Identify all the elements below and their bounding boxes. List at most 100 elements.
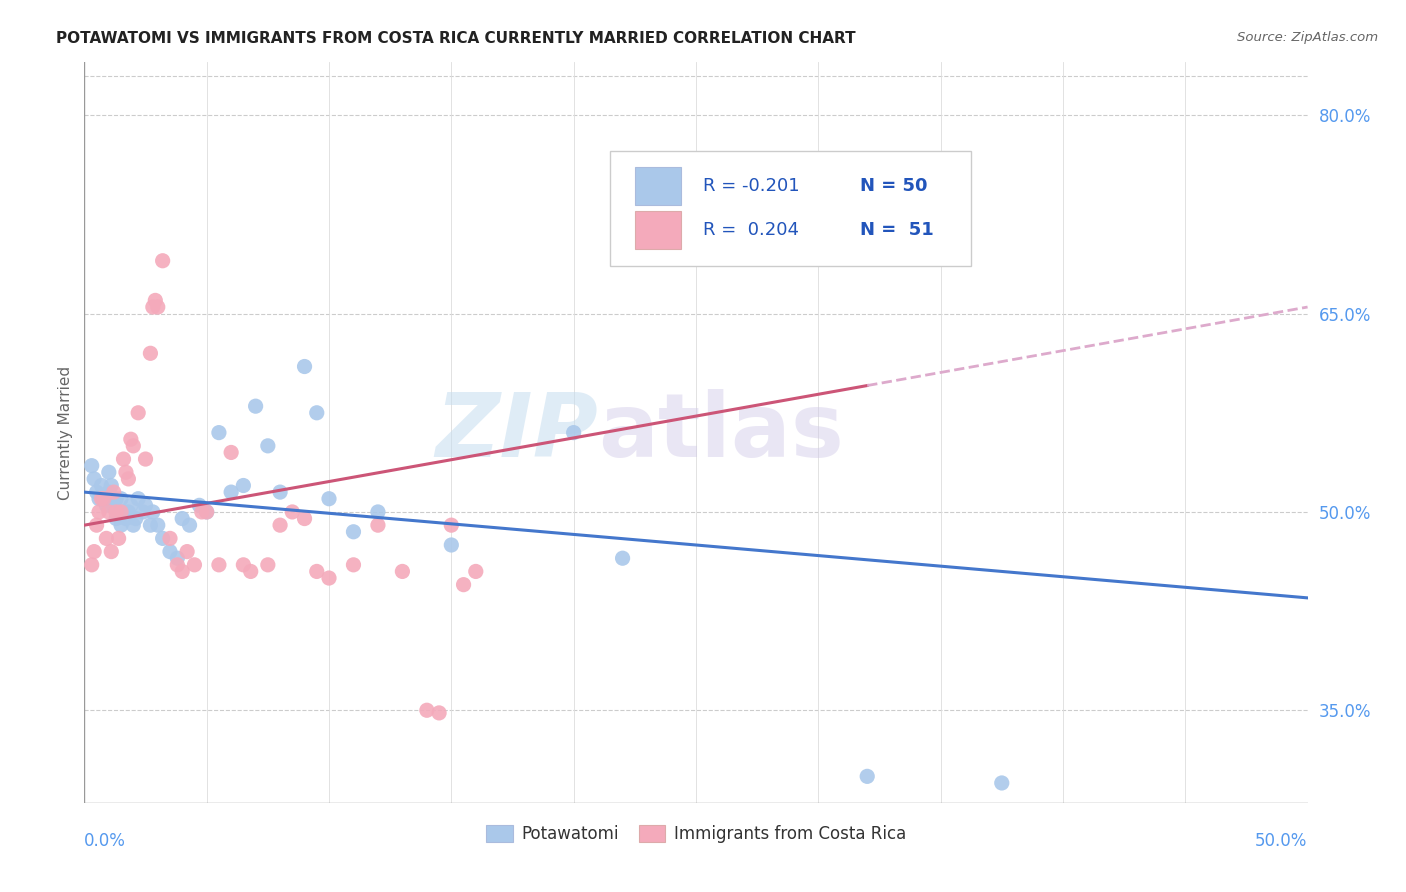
Text: ZIP: ZIP xyxy=(436,389,598,476)
Text: 0.0%: 0.0% xyxy=(84,832,127,850)
Point xyxy=(239,565,262,579)
Point xyxy=(146,300,169,314)
Point xyxy=(183,558,205,572)
Point xyxy=(139,518,162,533)
Point xyxy=(112,505,135,519)
Point xyxy=(87,505,110,519)
Point xyxy=(464,565,486,579)
Point xyxy=(135,499,157,513)
Point xyxy=(294,359,316,374)
Point xyxy=(86,518,108,533)
FancyBboxPatch shape xyxy=(636,211,682,249)
Point xyxy=(83,544,105,558)
Text: R = -0.201: R = -0.201 xyxy=(703,178,800,195)
Point xyxy=(219,485,242,500)
Point xyxy=(269,518,291,533)
Point xyxy=(80,558,103,572)
Point xyxy=(612,551,634,566)
Point xyxy=(125,511,148,525)
Text: atlas: atlas xyxy=(598,389,844,476)
Point xyxy=(87,491,110,506)
Point xyxy=(453,577,475,591)
Point xyxy=(103,499,125,513)
Point xyxy=(281,505,304,519)
Point xyxy=(257,439,280,453)
Point xyxy=(120,432,142,446)
Point xyxy=(391,565,413,579)
Point xyxy=(146,518,169,533)
Point xyxy=(105,511,128,525)
Point xyxy=(172,565,194,579)
Point xyxy=(367,505,389,519)
Point xyxy=(342,558,364,572)
Point xyxy=(97,485,120,500)
Point xyxy=(107,532,129,546)
Point xyxy=(103,485,125,500)
Point xyxy=(257,558,280,572)
Point xyxy=(159,544,181,558)
Point xyxy=(416,703,439,717)
Point xyxy=(440,518,463,533)
Point xyxy=(195,505,218,519)
Point xyxy=(305,565,328,579)
Text: R =  0.204: R = 0.204 xyxy=(703,220,799,239)
Text: N =  51: N = 51 xyxy=(860,220,934,239)
Point xyxy=(86,485,108,500)
Point xyxy=(856,769,879,783)
Point xyxy=(122,439,145,453)
Point xyxy=(440,538,463,552)
Point xyxy=(142,505,165,519)
Point xyxy=(294,511,316,525)
Point xyxy=(117,472,139,486)
Point xyxy=(318,571,340,585)
Point xyxy=(342,524,364,539)
Point xyxy=(143,293,166,308)
Point xyxy=(100,544,122,558)
Point xyxy=(179,518,201,533)
Y-axis label: Currently Married: Currently Married xyxy=(58,366,73,500)
Point xyxy=(232,478,254,492)
Point xyxy=(245,399,267,413)
Point xyxy=(219,445,242,459)
FancyBboxPatch shape xyxy=(636,167,682,205)
Point xyxy=(176,544,198,558)
Point xyxy=(107,505,129,519)
Point xyxy=(115,465,138,479)
Point xyxy=(112,452,135,467)
Point xyxy=(90,478,112,492)
Point xyxy=(142,300,165,314)
Point xyxy=(93,491,115,506)
Point xyxy=(122,518,145,533)
Point xyxy=(93,491,115,506)
Point xyxy=(367,518,389,533)
Point xyxy=(188,499,211,513)
Point xyxy=(135,452,157,467)
Point xyxy=(305,406,328,420)
Text: Source: ZipAtlas.com: Source: ZipAtlas.com xyxy=(1237,31,1378,45)
Point xyxy=(96,532,118,546)
Point xyxy=(117,505,139,519)
Point xyxy=(562,425,585,440)
Point xyxy=(318,491,340,506)
Point xyxy=(232,558,254,572)
Point xyxy=(80,458,103,473)
Point xyxy=(115,511,138,525)
Point xyxy=(166,551,188,566)
Point xyxy=(159,532,181,546)
Point xyxy=(127,406,149,420)
Text: 50.0%: 50.0% xyxy=(1256,832,1308,850)
Point xyxy=(269,485,291,500)
Point xyxy=(90,491,112,506)
Point xyxy=(191,505,214,519)
Text: POTAWATOMI VS IMMIGRANTS FROM COSTA RICA CURRENTLY MARRIED CORRELATION CHART: POTAWATOMI VS IMMIGRANTS FROM COSTA RICA… xyxy=(56,31,856,46)
Point xyxy=(139,346,162,360)
Point xyxy=(96,499,118,513)
Point xyxy=(97,465,120,479)
Point xyxy=(110,518,132,533)
Point xyxy=(100,478,122,492)
Point xyxy=(83,472,105,486)
Point xyxy=(105,491,128,506)
Point xyxy=(110,505,132,519)
Point xyxy=(152,253,174,268)
Text: N = 50: N = 50 xyxy=(860,178,928,195)
